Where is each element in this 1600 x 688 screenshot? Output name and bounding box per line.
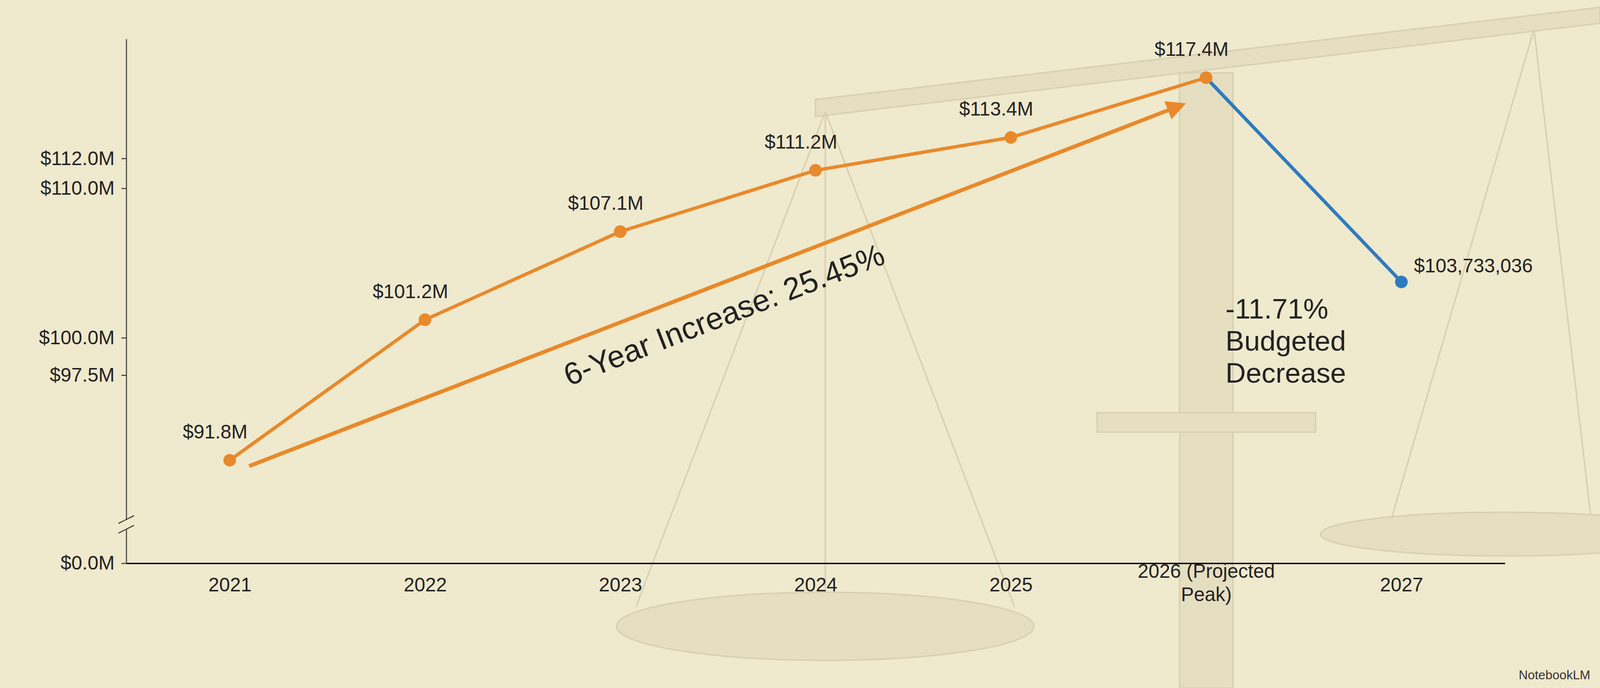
x-axis: 2021 2022 2023 2024 2025 2026 (ProjectedPeak)… (126, 560, 1506, 605)
point-marker (614, 225, 627, 238)
scale-pan (616, 592, 1034, 661)
line-segment (1206, 77, 1402, 283)
x-tick-label: 2024 (794, 573, 838, 596)
decrease-annotation-line: -11.71% (1225, 292, 1329, 325)
point-marker (1004, 131, 1017, 144)
data-label: $117.4M (1154, 38, 1229, 60)
x-tick-label: 2021 (208, 573, 252, 596)
point-marker (1200, 71, 1213, 84)
x-tick: 2027 (1380, 573, 1424, 596)
scale-pole (1179, 72, 1234, 688)
data-label: $91.8M (182, 420, 248, 443)
axis-break (118, 515, 134, 534)
data-label: $103,733,036 (1414, 254, 1534, 277)
x-tick-label: 2027 (1380, 573, 1424, 596)
x-tick-label-line: 2026 (Projected (1137, 560, 1275, 582)
axis-break-slash (118, 525, 134, 534)
scale-pan (1320, 512, 1600, 556)
line-segment (229, 77, 1206, 461)
y-tick-label: $97.5M (50, 364, 115, 386)
x-tick: 2022 (403, 573, 447, 596)
decrease-annotation: -11.71%BudgetedDecrease (1225, 292, 1347, 389)
x-tick: 2026 (ProjectedPeak) (1137, 560, 1275, 605)
scale-string (825, 111, 1015, 607)
y-tick: $97.5M (50, 364, 127, 386)
decrease-annotation-line: Budgeted (1225, 324, 1347, 357)
point-marker (223, 453, 236, 467)
y-tick-mark (121, 158, 127, 160)
x-tick: 2025 (989, 573, 1033, 596)
y-axis-line (126, 39, 128, 564)
y-tick: $112.0M (40, 147, 127, 169)
data-label: $113.4M (959, 98, 1034, 120)
trend-annotation: 6-Year Increase: 25.45% (558, 236, 890, 393)
data-label: $107.1M (567, 192, 644, 214)
credit: NotebookLM (1518, 667, 1591, 683)
point-marker (809, 164, 822, 177)
y-tick: $100.0M (38, 326, 127, 349)
decrease-annotation-line: Decrease (1225, 356, 1347, 389)
plot-marks (223, 71, 1408, 467)
x-axis-line (126, 562, 1506, 565)
x-tick-label: 2026 (ProjectedPeak) (1137, 560, 1275, 605)
trend-arrow (249, 106, 1177, 467)
annotations: 6-Year Increase: 25.45% -11.71%BudgetedDe… (249, 106, 1347, 467)
x-tick-label: 2022 (403, 573, 447, 596)
x-tick-label-line: Peak) (1181, 583, 1233, 605)
x-tick: 2021 (208, 573, 252, 596)
y-tick-mark (121, 374, 127, 376)
y-axis: $0.0M $97.5M $100.0M $110.0M $112.0M (38, 39, 127, 574)
x-tick-label: 2025 (989, 573, 1033, 596)
scale-string (1533, 29, 1593, 530)
axis-break-gap (118, 519, 134, 530)
x-tick: 2023 (599, 573, 643, 596)
chart-svg: $0.0M $97.5M $100.0M $110.0M $112.0M 2021 2022… (0, 0, 1600, 688)
y-tick-mark (121, 337, 127, 339)
y-tick: $110.0M (40, 177, 127, 199)
background (0, 0, 1600, 688)
point-marker (418, 313, 432, 327)
data-label: $101.2M (372, 280, 449, 302)
scale-string (824, 111, 827, 607)
y-tick-label: $0.0M (60, 551, 115, 574)
y-tick: $0.0M (60, 551, 127, 574)
y-tick-label: $110.0M (40, 177, 115, 199)
y-tick-mark (121, 563, 127, 565)
x-tick: 2024 (794, 573, 838, 596)
y-tick-mark (121, 187, 127, 189)
point-marker (1395, 275, 1408, 289)
scale-string (635, 111, 826, 607)
data-label: $111.2M (764, 131, 838, 153)
scale-string (1388, 29, 1534, 530)
x-tick-label: 2023 (599, 573, 643, 596)
scale-bar (1097, 412, 1316, 433)
axis-break-slash (118, 515, 134, 524)
data-labels: $91.8M $101.2M $107.1M $111.2M $113.4M $117.4… (182, 38, 1533, 443)
chart-container: $0.0M $97.5M $100.0M $110.0M $112.0M 2021 2022… (0, 0, 1600, 688)
y-tick-label: $100.0M (38, 326, 115, 349)
y-tick-label: $112.0M (40, 147, 115, 169)
